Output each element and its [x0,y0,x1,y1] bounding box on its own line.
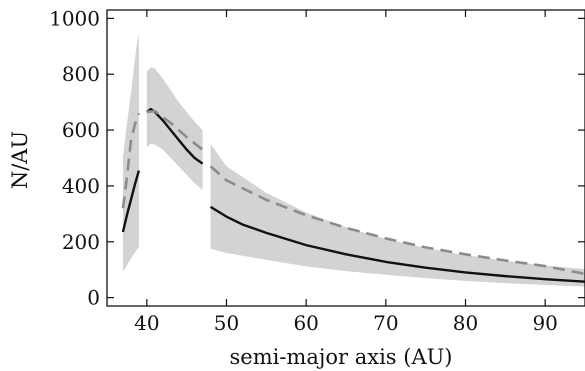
uncertainty-band-3 [210,144,585,287]
y-tick-label: 400 [62,174,100,198]
x-tick-label: 50 [214,311,239,335]
dashed-line-segment-3 [209,165,585,276]
axis-ticks: 40 50 60 70 80 90 0 200 400 600 800 1000 [49,6,585,335]
x-axis-label: semi-major axis (AU) [229,345,452,369]
uncertainty-band-2 [146,67,203,191]
y-tick-label: 200 [62,230,100,254]
uncertainty-bands [122,33,585,287]
x-tick-label: 40 [134,311,159,335]
x-tick-label: 70 [373,311,398,335]
x-tick-label: 60 [293,311,318,335]
y-tick-label: 0 [87,286,100,310]
x-tick-label: 90 [532,311,557,335]
uncertainty-band-1 [122,33,139,272]
y-axis-label: N/AU [8,131,32,189]
y-tick-label: 1000 [49,6,100,30]
y-tick-label: 800 [62,62,100,86]
dashed-line-segment-2 [146,109,204,151]
series-lines [121,107,585,283]
solid-line-segment-3 [209,205,585,283]
plot-frame [106,9,585,307]
x-tick-label: 80 [453,311,478,335]
dashed-line-segment-1 [121,112,141,209]
y-tick-label: 600 [62,118,100,142]
solid-line-segment-1 [121,170,141,233]
